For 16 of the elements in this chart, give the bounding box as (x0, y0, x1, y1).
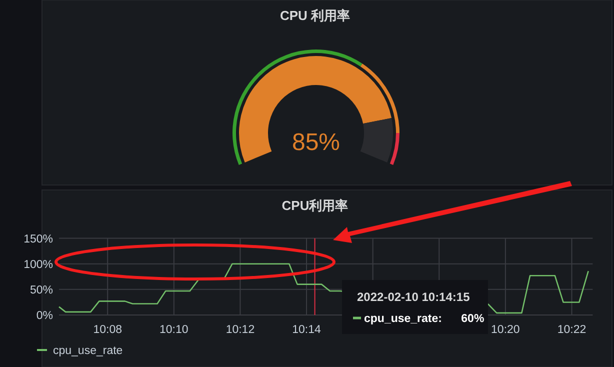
y-tick-label: 150% (24, 233, 53, 246)
text: 85% (292, 129, 340, 156)
x-tick-label: 10:20 (491, 324, 520, 336)
y-tick-label: 50% (30, 284, 53, 296)
x-tick-label: 10:10 (160, 324, 188, 336)
chart-title: CPU 利用率 (280, 8, 350, 23)
annotation: 2022-02-10 10:14:15 (357, 290, 470, 304)
x-tick-label: 10:22 (557, 324, 586, 336)
annotation: cpu_use_rate: 60% (364, 313, 484, 325)
x-tick-label: 10:08 (93, 324, 122, 336)
x-tick-label: 10:14 (292, 324, 322, 336)
legend-label: cpu_use_rate (53, 345, 123, 357)
x-tick-label: 10:12 (226, 324, 255, 336)
y-tick-label: 0% (36, 310, 53, 322)
chart-title: CPU利用率 (282, 198, 348, 213)
y-tick-label: 100% (24, 258, 53, 271)
